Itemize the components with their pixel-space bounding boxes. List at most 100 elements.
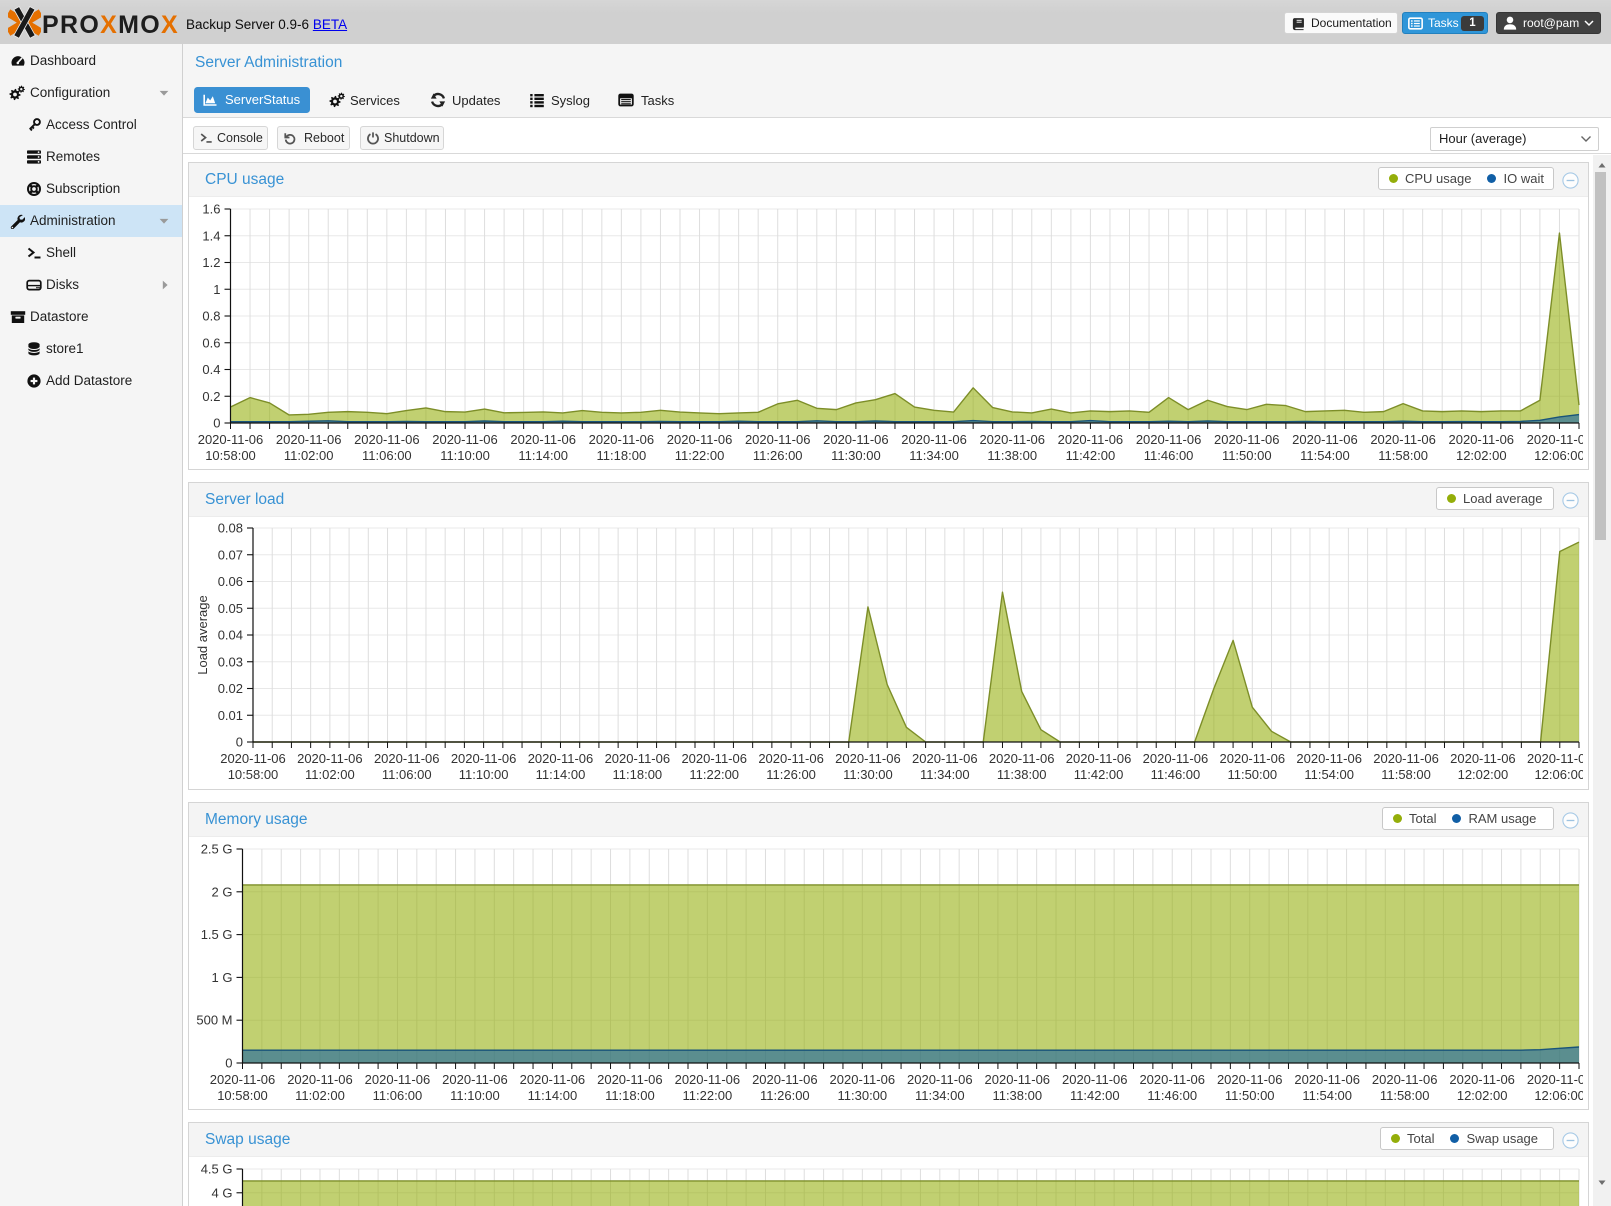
svg-text:10:58:00: 10:58:00 (217, 1088, 268, 1103)
svg-text:11:46:00: 11:46:00 (1151, 767, 1201, 782)
svg-text:11:58:00: 11:58:00 (1380, 1088, 1430, 1103)
svg-text:11:34:00: 11:34:00 (915, 1088, 965, 1103)
svg-text:4.5 G: 4.5 G (201, 1162, 233, 1177)
svg-text:2020-11-06: 2020-11-06 (985, 1072, 1051, 1087)
svg-text:0.03: 0.03 (218, 654, 243, 669)
svg-text:2020-11-06: 2020-11-06 (528, 751, 594, 766)
svg-text:11:26:00: 11:26:00 (760, 1088, 810, 1103)
svg-text:2020-11-06: 2020-11-06 (745, 432, 811, 447)
svg-text:2020-11-06: 2020-11-06 (830, 1072, 896, 1087)
svg-text:2020-11-06: 2020-11-06 (1062, 1072, 1128, 1087)
svg-text:2020-11-06: 2020-11-06 (752, 1072, 818, 1087)
svg-text:11:30:00: 11:30:00 (843, 767, 893, 782)
svg-text:11:34:00: 11:34:00 (920, 767, 970, 782)
svg-text:11:38:00: 11:38:00 (987, 448, 1037, 463)
svg-text:11:06:00: 11:06:00 (362, 448, 412, 463)
svg-text:2020-11-06: 2020-11-06 (1370, 432, 1436, 447)
svg-text:11:46:00: 11:46:00 (1144, 448, 1194, 463)
svg-text:11:42:00: 11:42:00 (1074, 767, 1124, 782)
svg-text:500 M: 500 M (196, 1013, 232, 1028)
svg-text:11:18:00: 11:18:00 (613, 767, 663, 782)
svg-text:2.5 G: 2.5 G (201, 842, 233, 857)
svg-text:11:06:00: 11:06:00 (382, 767, 432, 782)
svg-text:11:22:00: 11:22:00 (683, 1088, 733, 1103)
svg-text:0.8: 0.8 (202, 309, 220, 324)
svg-text:2020-11-06: 2020-11-06 (451, 751, 517, 766)
svg-text:10:58:00: 10:58:00 (205, 448, 256, 463)
svg-text:2020-11-06: 2020-11-06 (1527, 1072, 1583, 1087)
svg-text:11:50:00: 11:50:00 (1222, 448, 1272, 463)
svg-text:2020-11-06: 2020-11-06 (1294, 1072, 1360, 1087)
svg-text:11:14:00: 11:14:00 (536, 767, 586, 782)
svg-text:2020-11-06: 2020-11-06 (287, 1072, 353, 1087)
svg-text:2020-11-06: 2020-11-06 (1449, 1072, 1515, 1087)
svg-text:2020-11-06: 2020-11-06 (907, 1072, 973, 1087)
svg-text:10:58:00: 10:58:00 (228, 767, 279, 782)
svg-text:11:14:00: 11:14:00 (518, 448, 568, 463)
svg-text:2020-11-06: 2020-11-06 (597, 1072, 663, 1087)
svg-text:2020-11-06: 2020-11-06 (1066, 751, 1132, 766)
svg-text:2020-11-06: 2020-11-06 (1139, 1072, 1205, 1087)
svg-text:2020-11-06: 2020-11-06 (605, 751, 671, 766)
svg-text:2020-11-06: 2020-11-06 (901, 432, 967, 447)
svg-text:11:58:00: 11:58:00 (1381, 767, 1431, 782)
svg-text:1.5 G: 1.5 G (201, 927, 233, 942)
svg-text:2020-11-06: 2020-11-06 (1527, 432, 1583, 447)
svg-text:2020-11-06: 2020-11-06 (220, 751, 286, 766)
svg-text:1: 1 (213, 282, 220, 297)
svg-text:11:42:00: 11:42:00 (1070, 1088, 1120, 1103)
svg-text:2020-11-06: 2020-11-06 (1217, 1072, 1283, 1087)
svg-text:4 G: 4 G (212, 1185, 233, 1200)
svg-text:2020-11-06: 2020-11-06 (442, 1072, 508, 1087)
svg-text:11:34:00: 11:34:00 (909, 448, 959, 463)
svg-text:0: 0 (225, 1056, 232, 1071)
svg-text:12:06:00: 12:06:00 (1534, 448, 1583, 463)
svg-text:2020-11-06: 2020-11-06 (297, 751, 363, 766)
svg-text:11:10:00: 11:10:00 (450, 1088, 500, 1103)
svg-text:11:18:00: 11:18:00 (597, 448, 647, 463)
svg-text:0: 0 (213, 416, 220, 431)
svg-text:11:58:00: 11:58:00 (1378, 448, 1428, 463)
svg-text:2020-11-06: 2020-11-06 (1136, 432, 1202, 447)
svg-text:12:02:00: 12:02:00 (1458, 767, 1509, 782)
svg-text:11:50:00: 11:50:00 (1225, 1088, 1275, 1103)
svg-text:2020-11-06: 2020-11-06 (374, 751, 440, 766)
svg-text:2020-11-06: 2020-11-06 (667, 432, 733, 447)
svg-text:2020-11-06: 2020-11-06 (912, 751, 978, 766)
svg-text:11:38:00: 11:38:00 (992, 1088, 1042, 1103)
svg-text:2020-11-06: 2020-11-06 (520, 1072, 586, 1087)
svg-text:0.08: 0.08 (218, 521, 243, 536)
svg-text:2020-11-06: 2020-11-06 (1449, 432, 1515, 447)
svg-text:2020-11-06: 2020-11-06 (1372, 1072, 1438, 1087)
svg-text:2020-11-06: 2020-11-06 (758, 751, 824, 766)
svg-text:11:02:00: 11:02:00 (295, 1088, 345, 1103)
svg-text:2020-11-06: 2020-11-06 (1220, 751, 1286, 766)
svg-text:11:18:00: 11:18:00 (605, 1088, 655, 1103)
svg-text:1.2: 1.2 (202, 255, 220, 270)
svg-text:11:22:00: 11:22:00 (689, 767, 739, 782)
svg-text:12:02:00: 12:02:00 (1457, 1088, 1508, 1103)
svg-text:2020-11-06: 2020-11-06 (365, 1072, 431, 1087)
svg-text:2 G: 2 G (212, 884, 233, 899)
svg-text:2020-11-06: 2020-11-06 (198, 432, 264, 447)
svg-text:2020-11-06: 2020-11-06 (354, 432, 420, 447)
svg-text:2020-11-06: 2020-11-06 (1450, 751, 1516, 766)
svg-text:12:06:00: 12:06:00 (1534, 767, 1583, 782)
svg-text:2020-11-06: 2020-11-06 (1373, 751, 1439, 766)
svg-text:2020-11-06: 2020-11-06 (823, 432, 889, 447)
svg-text:11:02:00: 11:02:00 (284, 448, 334, 463)
svg-text:0.6: 0.6 (202, 335, 220, 350)
svg-text:0.07: 0.07 (218, 547, 243, 562)
svg-text:Load average: Load average (195, 595, 210, 675)
svg-text:12:02:00: 12:02:00 (1456, 448, 1507, 463)
svg-text:1 G: 1 G (212, 970, 233, 985)
svg-text:11:38:00: 11:38:00 (997, 767, 1047, 782)
svg-text:2020-11-06: 2020-11-06 (1058, 432, 1124, 447)
svg-text:0.05: 0.05 (218, 601, 243, 616)
svg-text:2020-11-06: 2020-11-06 (589, 432, 655, 447)
svg-text:2020-11-06: 2020-11-06 (1214, 432, 1280, 447)
svg-text:0.02: 0.02 (218, 681, 243, 696)
svg-text:11:30:00: 11:30:00 (838, 1088, 888, 1103)
svg-text:11:26:00: 11:26:00 (766, 767, 816, 782)
svg-text:2020-11-06: 2020-11-06 (432, 432, 498, 447)
